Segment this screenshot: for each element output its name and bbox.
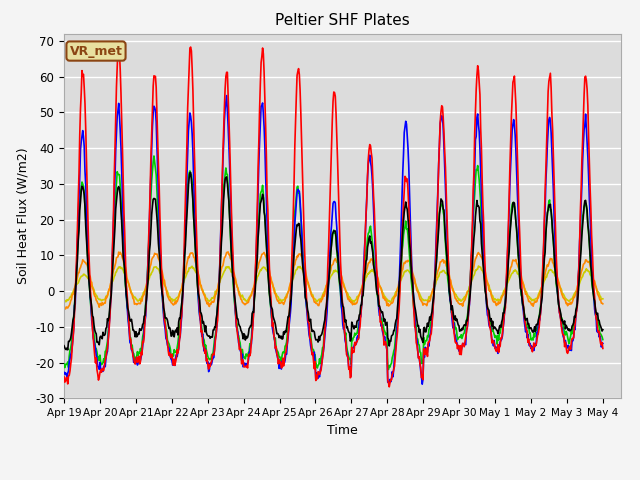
Hukseflux bbox=[416, 326, 424, 332]
Hukseflux bbox=[599, 327, 607, 333]
pSHF 1 bbox=[125, 326, 133, 332]
pSHF 1 bbox=[401, 189, 408, 194]
pSHF 3 bbox=[209, 349, 217, 355]
Text: VR_met: VR_met bbox=[70, 45, 122, 58]
pSHF 2 bbox=[399, 152, 407, 157]
pSHF 3 bbox=[70, 313, 77, 319]
pSHF 5 bbox=[350, 299, 358, 305]
Hukseflux bbox=[64, 347, 72, 353]
pSHF 4 bbox=[416, 296, 424, 302]
Line: pSHF 3: pSHF 3 bbox=[64, 156, 603, 370]
pSHF 2 bbox=[180, 260, 188, 266]
pSHF 4 bbox=[401, 260, 408, 265]
pSHF 3 bbox=[385, 367, 392, 372]
pSHF 1 bbox=[60, 374, 68, 380]
pSHF 5 bbox=[475, 263, 483, 269]
pSHF 2 bbox=[419, 381, 426, 387]
pSHF 2 bbox=[125, 329, 133, 335]
pSHF 4 bbox=[209, 300, 217, 305]
pSHF 1 bbox=[599, 346, 607, 351]
pSHF 5 bbox=[125, 283, 133, 289]
pSHF 5 bbox=[209, 295, 216, 301]
X-axis label: Time: Time bbox=[327, 424, 358, 437]
pSHF 1 bbox=[416, 361, 424, 367]
Line: pSHF 1: pSHF 1 bbox=[64, 47, 603, 387]
Line: pSHF 4: pSHF 4 bbox=[64, 252, 603, 309]
Title: Peltier SHF Plates: Peltier SHF Plates bbox=[275, 13, 410, 28]
pSHF 4 bbox=[70, 286, 78, 291]
Y-axis label: Soil Heat Flux (W/m2): Soil Heat Flux (W/m2) bbox=[17, 148, 29, 284]
pSHF 1 bbox=[385, 384, 393, 390]
pSHF 2 bbox=[415, 355, 423, 360]
Hukseflux bbox=[187, 169, 195, 175]
pSHF 3 bbox=[416, 349, 424, 355]
pSHF 5 bbox=[599, 296, 607, 302]
pSHF 2 bbox=[599, 340, 607, 346]
pSHF 1 bbox=[187, 44, 195, 50]
pSHF 3 bbox=[181, 248, 189, 254]
pSHF 5 bbox=[415, 290, 423, 296]
pSHF 4 bbox=[61, 306, 69, 312]
Line: pSHF 2: pSHF 2 bbox=[64, 96, 603, 384]
Hukseflux bbox=[60, 343, 68, 348]
pSHF 5 bbox=[180, 279, 188, 285]
Hukseflux bbox=[126, 318, 134, 324]
pSHF 3 bbox=[150, 153, 158, 159]
pSHF 3 bbox=[60, 361, 68, 367]
pSHF 2 bbox=[209, 357, 216, 363]
pSHF 5 bbox=[70, 287, 77, 293]
pSHF 3 bbox=[125, 322, 133, 327]
pSHF 4 bbox=[126, 286, 134, 292]
pSHF 1 bbox=[70, 326, 77, 332]
Line: pSHF 5: pSHF 5 bbox=[64, 266, 603, 302]
pSHF 2 bbox=[70, 325, 77, 331]
Hukseflux bbox=[70, 306, 78, 312]
pSHF 5 bbox=[60, 298, 68, 303]
Hukseflux bbox=[181, 253, 189, 259]
pSHF 1 bbox=[180, 256, 188, 262]
Line: Hukseflux: Hukseflux bbox=[64, 172, 603, 350]
pSHF 4 bbox=[224, 249, 232, 255]
Hukseflux bbox=[210, 327, 218, 333]
pSHF 3 bbox=[401, 227, 408, 233]
pSHF 4 bbox=[181, 271, 189, 277]
pSHF 2 bbox=[223, 93, 230, 98]
pSHF 1 bbox=[209, 351, 217, 357]
pSHF 4 bbox=[60, 305, 68, 311]
pSHF 3 bbox=[599, 336, 607, 342]
pSHF 5 bbox=[399, 272, 407, 277]
pSHF 2 bbox=[60, 370, 68, 375]
pSHF 4 bbox=[599, 301, 607, 307]
Hukseflux bbox=[401, 209, 408, 215]
